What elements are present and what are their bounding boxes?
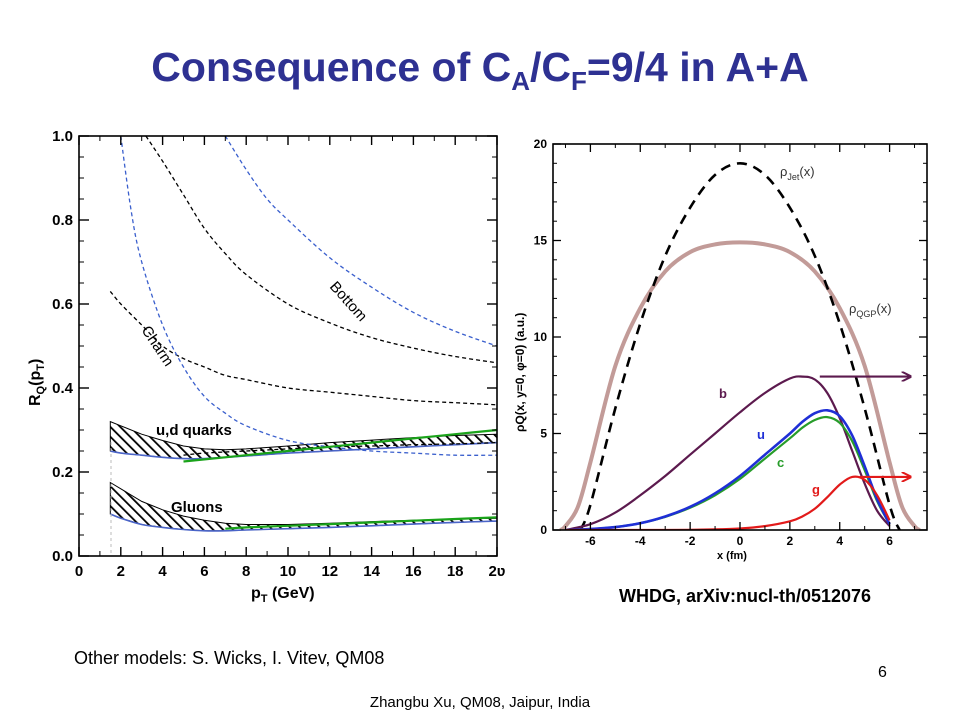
y-tick-label: 0.6 xyxy=(52,296,73,313)
annotation-bottom: Bottom xyxy=(326,278,370,325)
uncertainty-bands xyxy=(109,420,497,532)
page-number: 6 xyxy=(878,664,887,681)
x-tick-label: 2ʋ xyxy=(488,563,505,580)
x-tick-label: 6 xyxy=(886,534,893,548)
curve-green-6 xyxy=(225,516,497,530)
curve-blue-dashed-3 xyxy=(120,136,497,456)
x-tick-label: 0 xyxy=(737,534,744,548)
slide-title: Consequence of CA/CF=9/4 in A+A xyxy=(151,44,809,96)
x-tick-label: 2 xyxy=(117,563,125,580)
x-tick-label: -4 xyxy=(635,534,646,548)
x-tick-label: 4 xyxy=(836,534,843,548)
curve-green-5 xyxy=(183,428,497,463)
x-tick-label: 16 xyxy=(405,563,422,580)
x-tick-label: 2 xyxy=(787,534,794,548)
band-lower-edge xyxy=(110,513,497,532)
x-tick-label: 14 xyxy=(363,563,380,580)
y-tick-label: 0.4 xyxy=(52,380,74,397)
x-axis-label: pT (GeV) xyxy=(251,585,315,605)
y-tick-label: 0.8 xyxy=(52,212,73,229)
curve-rho-jet xyxy=(579,161,901,530)
y-tick-label: 1.0 xyxy=(52,128,73,145)
label-rho-jet: ρJet(x) xyxy=(780,164,815,182)
model-curves xyxy=(109,136,497,530)
y-tick-label: 0.2 xyxy=(52,464,73,481)
axis-ticks: 0 2 4 6 8 10 12 14 16 18 2ʋ 0.0 0.2 0.4 0.6 0.8 1.0 xyxy=(52,128,506,580)
curve-black-dashed-0 xyxy=(145,136,497,364)
axis-ticks: -6 -4 -2 0 2 4 6 0 5 10 15 20 xyxy=(534,137,927,548)
y-tick-label: 0 xyxy=(540,523,547,537)
x-tick-label: 0 xyxy=(75,563,83,580)
x-tick-label: 18 xyxy=(447,563,464,580)
curve-u xyxy=(565,408,891,530)
label-c: c xyxy=(777,455,784,470)
annotation-gluons: Gluons xyxy=(171,499,223,516)
raa-vs-pt-chart: 0 2 4 6 8 10 12 14 16 18 2ʋ 0.0 0.2 0.4 0.6 0.8 1.0 Bott… xyxy=(27,128,506,605)
annotation-quarks: u,d quarks xyxy=(156,422,232,439)
x-tick-label: -6 xyxy=(585,534,596,548)
y-axis-label: ρQ(x, y=0, φ=0) (a.u.) xyxy=(513,313,527,432)
label-rho-qgp: ρQGP(x) xyxy=(849,301,892,319)
y-tick-label: 5 xyxy=(540,427,547,441)
other-models-note: Other models: S. Wicks, I. Vitev, QM08 xyxy=(74,648,385,668)
density-curves xyxy=(559,161,921,530)
plot-frame xyxy=(78,135,498,557)
curve-b xyxy=(565,375,891,530)
density-profile-chart: -6 -4 -2 0 2 4 6 0 5 10 15 20 ρJet(x) ρQGP(x) b u c… xyxy=(513,137,928,562)
curve-black-dashed-4 xyxy=(183,441,497,456)
y-tick-label: 15 xyxy=(534,234,548,248)
curve-blue-dashed-2 xyxy=(224,136,497,347)
label-u: u xyxy=(757,427,765,442)
y-tick-label: 0.0 xyxy=(52,548,73,565)
y-axis-label: RQ(pT) xyxy=(27,359,47,406)
x-tick-label: -2 xyxy=(685,534,696,548)
x-tick-label: 10 xyxy=(280,563,297,580)
y-tick-label: 20 xyxy=(534,137,548,151)
plot-frame xyxy=(552,143,928,531)
y-tick-label: 10 xyxy=(534,330,548,344)
label-b: b xyxy=(719,386,727,401)
x-tick-label: 4 xyxy=(158,563,167,580)
annotation-charm: Charm xyxy=(138,323,177,370)
curve-rho-qgp xyxy=(559,240,921,530)
curve-g xyxy=(565,475,891,530)
x-tick-label: 8 xyxy=(242,563,250,580)
x-tick-label: 6 xyxy=(200,563,208,580)
slide-footer: Zhangbu Xu, QM08, Jaipur, India xyxy=(369,694,591,711)
curve-black-dashed-1 xyxy=(109,290,497,406)
x-tick-label: 12 xyxy=(321,563,338,580)
x-axis-label: x (fm) xyxy=(717,550,747,562)
reference-citation: WHDG, arXiv:nucl-th/0512076 xyxy=(618,586,872,606)
label-g: g xyxy=(812,482,820,497)
